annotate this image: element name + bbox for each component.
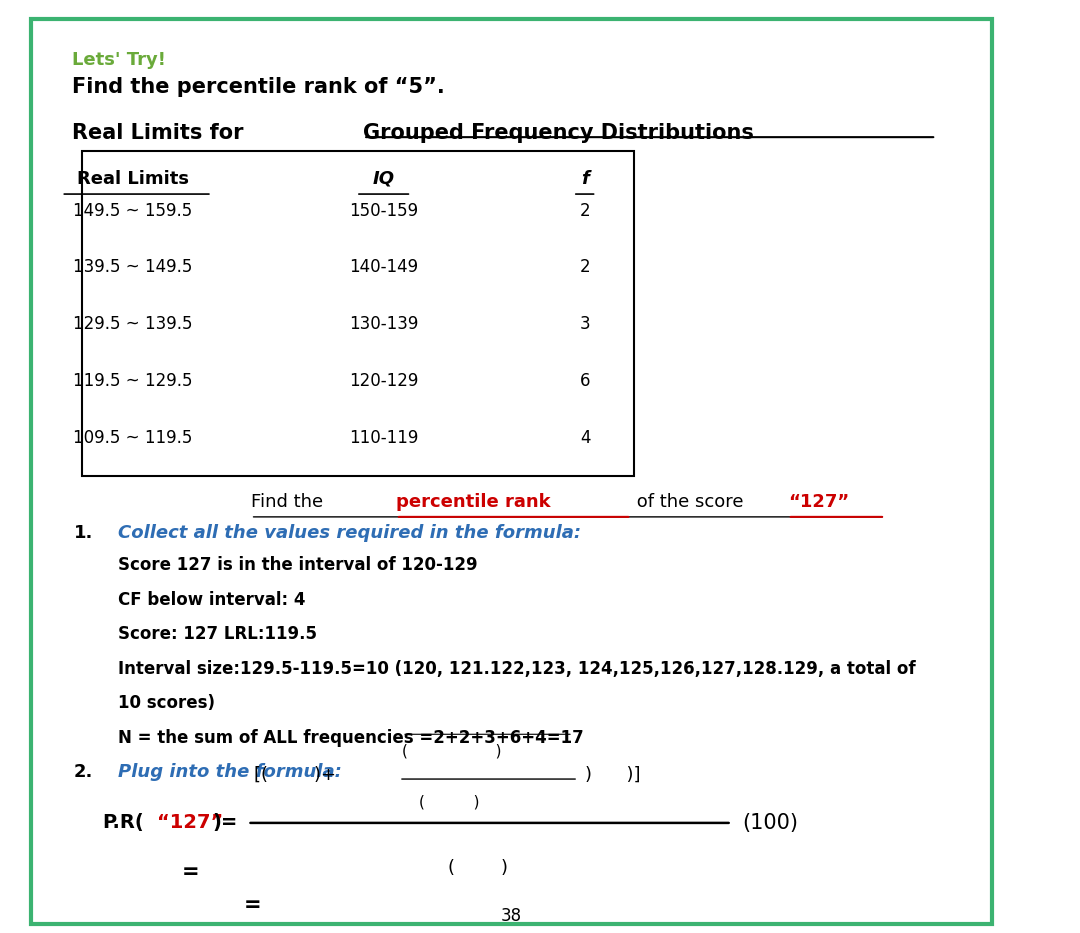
Text: IQ: IQ bbox=[373, 170, 394, 188]
Text: 2: 2 bbox=[580, 258, 591, 276]
Text: 6: 6 bbox=[580, 372, 591, 390]
Text: of the score: of the score bbox=[632, 493, 750, 510]
Text: Lets' Try!: Lets' Try! bbox=[71, 51, 165, 69]
Text: Plug into the formula:: Plug into the formula: bbox=[118, 763, 341, 781]
FancyBboxPatch shape bbox=[82, 151, 634, 476]
Text: “127”: “127” bbox=[787, 493, 849, 510]
Text: “127”: “127” bbox=[157, 814, 222, 832]
Text: Real Limits: Real Limits bbox=[77, 170, 189, 188]
Text: 2: 2 bbox=[580, 202, 591, 219]
Text: N = the sum of ALL frequencies =2+2+3+6+4=17: N = the sum of ALL frequencies =2+2+3+6+… bbox=[118, 729, 583, 746]
Text: 2.: 2. bbox=[73, 763, 93, 781]
Text: )      )]: ) )] bbox=[585, 765, 640, 784]
Text: 139.5 ~ 149.5: 139.5 ~ 149.5 bbox=[73, 258, 192, 276]
Text: )=: )= bbox=[213, 814, 239, 832]
Text: 4: 4 bbox=[580, 429, 591, 447]
Text: (        ): ( ) bbox=[448, 858, 508, 877]
Text: 119.5 ~ 129.5: 119.5 ~ 129.5 bbox=[73, 372, 192, 390]
Text: (          ): ( ) bbox=[419, 795, 480, 810]
FancyBboxPatch shape bbox=[30, 19, 993, 924]
Text: 149.5 ~ 159.5: 149.5 ~ 159.5 bbox=[73, 202, 192, 219]
Text: Collect all the values required in the formula:: Collect all the values required in the f… bbox=[118, 524, 581, 542]
Text: 1.: 1. bbox=[73, 524, 93, 542]
Text: 38: 38 bbox=[501, 907, 522, 926]
Text: [(        )+: [( )+ bbox=[254, 765, 336, 784]
Text: 120-129: 120-129 bbox=[349, 372, 418, 390]
Text: 3: 3 bbox=[580, 315, 591, 333]
Text: =: = bbox=[183, 862, 200, 883]
Text: f: f bbox=[581, 170, 590, 188]
Text: Find the: Find the bbox=[251, 493, 328, 510]
Text: 150-159: 150-159 bbox=[349, 202, 418, 219]
Text: 109.5 ~ 119.5: 109.5 ~ 119.5 bbox=[73, 429, 192, 447]
Text: Find the percentile rank of “5”.: Find the percentile rank of “5”. bbox=[71, 77, 444, 96]
Text: P.R(: P.R( bbox=[103, 814, 144, 832]
Text: 140-149: 140-149 bbox=[349, 258, 418, 276]
Text: 10 scores): 10 scores) bbox=[118, 694, 215, 712]
Text: CF below interval: 4: CF below interval: 4 bbox=[118, 591, 306, 608]
Text: =: = bbox=[243, 895, 261, 915]
Text: Score 127 is in the interval of 120-129: Score 127 is in the interval of 120-129 bbox=[118, 556, 477, 574]
Text: Grouped Frequency Distributions: Grouped Frequency Distributions bbox=[363, 123, 754, 143]
Text: percentile rank: percentile rank bbox=[396, 493, 551, 510]
Text: 129.5 ~ 139.5: 129.5 ~ 139.5 bbox=[73, 315, 192, 333]
Text: 110-119: 110-119 bbox=[349, 429, 418, 447]
Text: Score: 127 LRL:119.5: Score: 127 LRL:119.5 bbox=[118, 625, 316, 643]
Text: Interval size:129.5-119.5=10 (120, 121.122,123, 124,125,126,127,128.129, a total: Interval size:129.5-119.5=10 (120, 121.1… bbox=[118, 660, 915, 677]
Text: (100): (100) bbox=[742, 813, 798, 833]
Text: 130-139: 130-139 bbox=[349, 315, 418, 333]
Text: (                  ): ( ) bbox=[402, 744, 501, 759]
Text: Real Limits for: Real Limits for bbox=[71, 123, 251, 143]
